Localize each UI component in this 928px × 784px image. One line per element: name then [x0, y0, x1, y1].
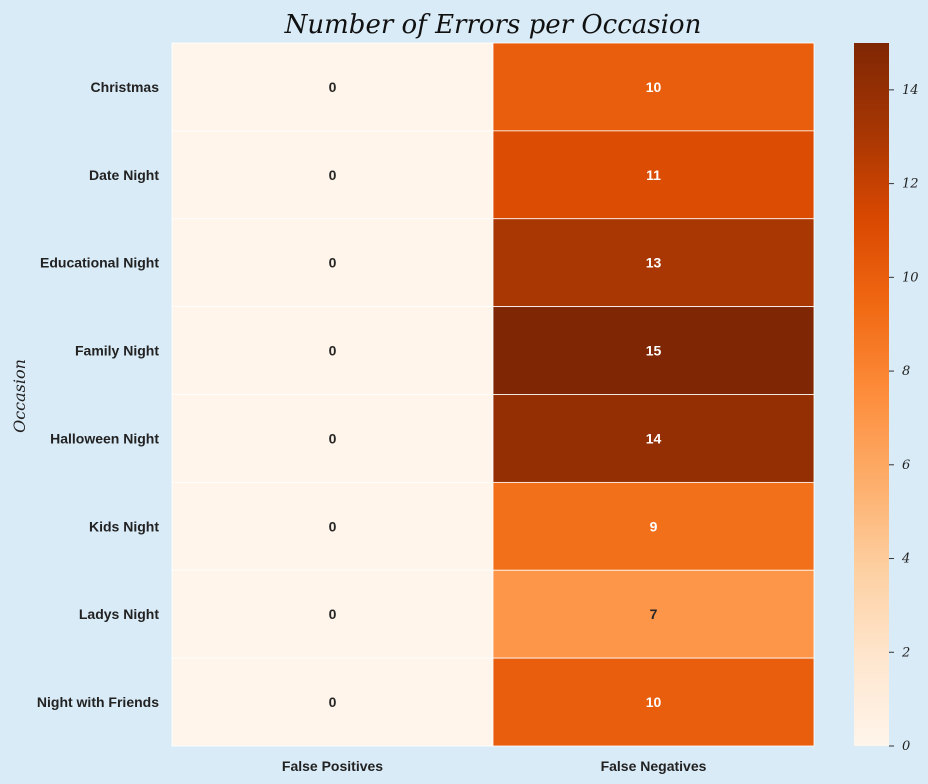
row-labels: Christmas Date Night Educational Night Fami… [37, 79, 159, 710]
row-label: Educational Night [40, 255, 159, 271]
heatmap-cell [492, 130, 815, 220]
row-label: Night with Friends [37, 694, 159, 710]
row-label: Halloween Night [50, 430, 159, 446]
colorbar-tick-label: 2 [901, 645, 910, 660]
heatmap-cell [171, 569, 494, 659]
heatmap-cell [492, 394, 815, 483]
column-label: False Negatives [601, 758, 707, 774]
row-label: Christmas [91, 79, 160, 95]
cell-value-label: 11 [646, 167, 661, 183]
row-label: Date Night [89, 167, 159, 183]
colorbar-tick-label: 10 [902, 270, 919, 285]
colorbar-tick-label: 12 [902, 177, 919, 192]
cell-value-label: 0 [329, 79, 337, 95]
y-axis-label: Occasion [10, 359, 29, 433]
cell-value-label: 13 [646, 255, 662, 271]
colorbar-tick-label: 0 [902, 739, 910, 754]
cell-value-label: 0 [329, 430, 337, 446]
cell-value-label: 0 [329, 606, 337, 622]
cell-value-label: 7 [650, 606, 658, 622]
chart-title: Number of Errors per Occasion [284, 10, 702, 40]
cell-value-label: 10 [646, 79, 662, 95]
cell-value-label: 14 [646, 430, 662, 446]
heatmap-cell [171, 130, 494, 220]
colorbar-ticks: 0 2 4 6 8 10 12 14 [889, 83, 919, 754]
heatmap-cell [492, 657, 815, 747]
cell-value-label: 0 [329, 167, 337, 183]
colorbar-tick-label: 6 [902, 458, 910, 473]
row-label: Family Night [75, 343, 159, 359]
cell-value-label: 0 [329, 518, 337, 534]
cell-value-label: 15 [646, 343, 662, 359]
heatmap-cell [492, 481, 815, 571]
heatmap-cell [492, 569, 815, 659]
heatmap-cells: 0 10 0 11 0 13 0 15 0 14 0 9 0 7 0 10 [171, 42, 815, 747]
row-label: Ladys Night [79, 606, 159, 622]
column-label: False Positives [282, 758, 383, 774]
cell-value-label: 0 [329, 694, 337, 710]
heatmap-cell [171, 218, 494, 308]
cell-value-label: 10 [646, 694, 662, 710]
heatmap-cell [171, 657, 494, 747]
colorbar-tick-label: 8 [902, 364, 910, 379]
row-label: Kids Night [89, 518, 159, 534]
colorbar-tick-label: 4 [901, 552, 910, 567]
colorbar-tick-label: 14 [902, 83, 919, 98]
heatmap-cell [171, 306, 494, 395]
heatmap-cell [492, 306, 815, 395]
heatmap-cell [492, 218, 815, 308]
colorbar [854, 43, 889, 746]
heatmap-cell [492, 42, 815, 132]
cell-value-label: 0 [329, 255, 337, 271]
cell-value-label: 9 [650, 518, 658, 534]
column-labels: False Positives False Negatives [282, 758, 707, 774]
heatmap-cell [171, 42, 494, 132]
cell-value-label: 0 [329, 343, 337, 359]
